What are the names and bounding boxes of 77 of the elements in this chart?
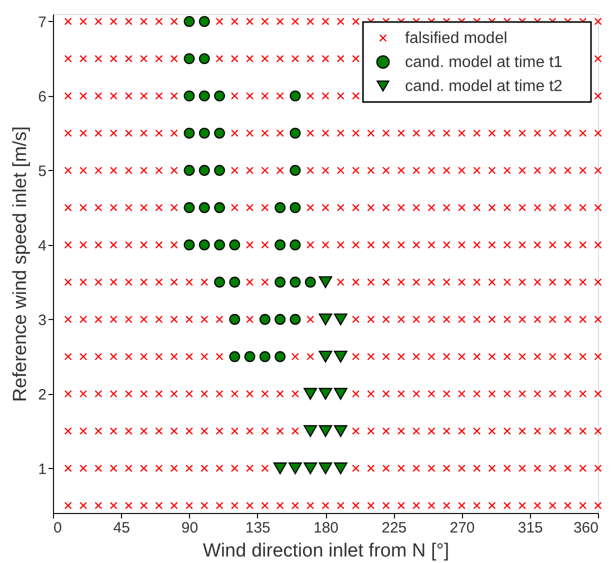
x-tick-label: 180 (313, 520, 339, 536)
point (198, 16, 210, 27)
x-tick-label: 225 (382, 520, 407, 536)
point (214, 239, 225, 250)
point (290, 164, 301, 176)
point (304, 425, 318, 437)
point (304, 388, 318, 400)
y-tick-label: 3 (38, 312, 46, 329)
point (334, 313, 348, 326)
x-tick-label: 135 (245, 520, 270, 536)
point (274, 314, 286, 325)
point (214, 90, 225, 102)
point (198, 239, 210, 250)
point (318, 462, 332, 474)
point (318, 313, 332, 326)
point (214, 164, 225, 176)
point (198, 128, 210, 139)
point (290, 276, 301, 288)
point (184, 53, 195, 64)
y-axis-title: Reference wind speed inlet [m/s] (10, 126, 32, 402)
point (290, 314, 301, 325)
point (198, 202, 210, 214)
point (184, 90, 195, 102)
x-tick-label: 315 (518, 520, 543, 536)
point (304, 462, 318, 474)
x-tick-label: 270 (450, 520, 475, 536)
x-tick-label: 0 (54, 520, 62, 536)
point (259, 314, 270, 325)
x-axis-title: Wind direction inlet from N [°] (202, 540, 450, 562)
point (214, 202, 225, 214)
point (304, 276, 316, 288)
legend-label: cand. model at time t2 (405, 78, 563, 95)
y-tick-label: 4 (38, 237, 46, 254)
legend-label: falsified model (405, 30, 508, 47)
point (229, 351, 240, 362)
point (290, 90, 301, 102)
y-tick-label: 2 (38, 386, 46, 404)
y-tick-label: 5 (38, 162, 46, 180)
point (198, 164, 210, 176)
point (184, 128, 195, 139)
y-tick-label: 6 (38, 88, 46, 106)
point (274, 239, 286, 250)
point (214, 276, 225, 288)
x-tick-label: 90 (181, 520, 198, 536)
point (318, 350, 332, 362)
x-tick-label: 360 (573, 520, 598, 536)
point (318, 388, 332, 400)
point (184, 16, 195, 27)
x-tick-label: 45 (113, 520, 130, 536)
point (198, 53, 210, 64)
point (214, 128, 225, 139)
point (334, 388, 348, 400)
point (318, 276, 332, 288)
point (274, 276, 286, 288)
y-tick-label: 1 (38, 460, 46, 478)
point (184, 239, 195, 250)
point (334, 462, 348, 474)
point (290, 202, 301, 214)
point (288, 462, 302, 474)
point (229, 239, 240, 250)
point (229, 314, 240, 325)
legend-label: cand. model at time t1 (405, 54, 563, 71)
point (290, 128, 301, 139)
point (184, 202, 195, 214)
point (273, 462, 287, 474)
point (334, 425, 348, 437)
point (274, 202, 286, 214)
point (318, 425, 332, 437)
point (274, 351, 286, 362)
point (290, 239, 301, 250)
y-tick-label: 7 (38, 14, 46, 31)
point (259, 351, 270, 362)
point (198, 90, 210, 102)
point (244, 351, 256, 362)
point (229, 276, 240, 288)
point (334, 350, 348, 362)
point (184, 164, 195, 176)
